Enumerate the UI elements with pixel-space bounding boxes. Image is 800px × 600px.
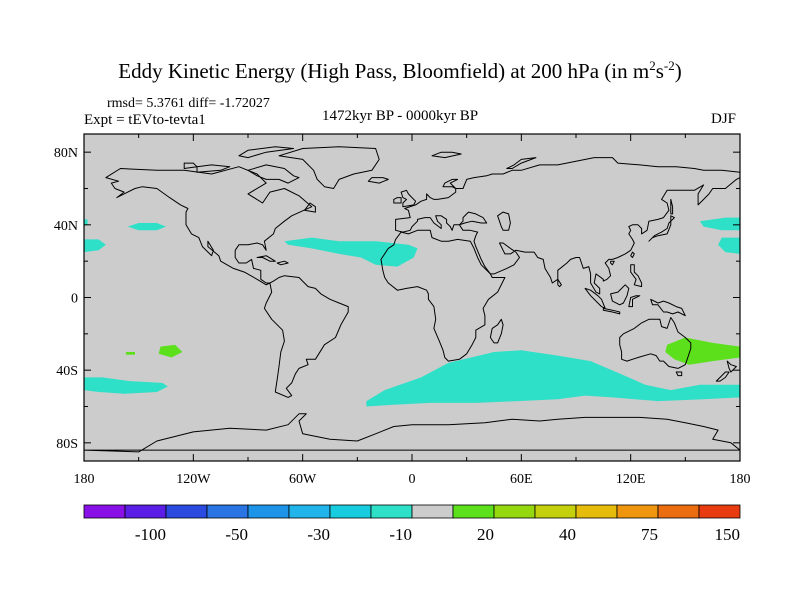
x-tick-label: 60E [510,472,533,487]
colorbar-box [206,504,249,519]
coastline-newfoundland [304,202,316,213]
colorbar-label: -10 [389,525,412,544]
contour-australia-positive [665,337,740,365]
colorbar-box [247,504,290,519]
colorbar-box [370,504,413,519]
coastline-taiwan [630,251,635,258]
coastline-iceland [367,177,389,184]
colorbar-box [411,504,454,519]
colorbar-box [616,504,659,519]
coastline-australia [619,317,692,369]
coastline-philippines [630,264,643,288]
title-sup-1: 2 [649,58,656,73]
colorbar-box [493,504,536,519]
coastline-japan [648,215,675,242]
map-ocean-background [84,134,740,461]
y-tick-label: 40N [54,219,78,234]
coastline-baffin [247,164,300,184]
coastline-hispaniola [276,260,289,266]
coastline-banks-island [183,162,198,169]
colorbar-label: 150 [715,525,741,544]
x-tick-label: 180 [74,472,95,487]
coastline-sulawesi [628,295,641,308]
coastline-uk [400,189,417,208]
coastline-hainan [610,260,615,266]
coastline-java [602,307,621,315]
contour-central-pacific-north [127,223,166,231]
colorbar-box [575,504,618,519]
colorbar-box [83,504,126,519]
contour-dateline-north-west-2 [84,219,88,225]
coastline-africa [380,229,506,362]
coastline-borneo [610,284,630,306]
colorbar-label: 20 [477,525,494,544]
title-unit-s: s [655,59,664,83]
contour-fill-layer [84,217,740,407]
y-tick-label: 0 [71,292,78,307]
experiment-label: Expt = tEVto-tevta1 [84,112,206,128]
coastline-new-zealand-south [715,371,730,382]
coastline-antarctica [83,413,741,453]
colorbar-box [288,504,331,519]
coastline-cuba [256,255,276,262]
colorbar-label: -100 [135,525,166,544]
colorbar-label: 40 [559,525,576,544]
title-close: ) [674,59,682,83]
coastline-svalbard [431,151,462,159]
coastline-tasmania [675,371,683,377]
y-tick-label: 80S [56,437,78,452]
y-axis: 80N 40N 0 40S 80S [54,146,740,452]
colorbar-box [452,504,495,519]
coastline-victoria-island [196,164,231,173]
season-label: DJF [711,111,737,127]
coastline-ireland [393,197,402,204]
coastline-sri-lanka [557,278,562,288]
contour-south-pacific-positive [158,344,183,358]
title-text: Eddy Kinetic Energy (High Pass, Bloomfie… [118,59,650,83]
colorbar-box [534,504,577,519]
colorbar-label: -50 [225,525,248,544]
contour-southern-ocean-indian [366,350,740,407]
y-tick-label: 80N [54,146,78,161]
coastline-layer [83,146,741,453]
coastline-new-guinea [650,298,686,317]
x-tick-label: 60W [289,472,317,487]
coastline-caspian-sea [497,211,511,231]
colorbar-box [698,504,741,519]
coastline-new-zealand-north [726,360,737,373]
colorbar-box [657,504,700,519]
colorbar-label: -30 [307,525,330,544]
colorbar-box [329,504,372,519]
x-tick-label: 180 [730,472,751,487]
coastline-novaya-zemlya [506,157,537,169]
colorbar: -100 -50 -30 -10 20 40 75 150 [83,504,741,544]
x-tick-label: 120E [616,472,646,487]
contour-dateline-north-west [84,239,106,253]
x-axis: 180 120W 60W 0 60E 120E 180 [74,134,751,487]
coastline-north-america [105,166,313,286]
contour-atlantic-africa-jet [284,237,418,267]
coastline-greenland [278,146,380,189]
colorbar-box [124,504,167,519]
x-tick-label: 0 [409,472,416,487]
chart-title: Eddy Kinetic Energy (High Pass, Bloomfie… [0,58,800,84]
x-tick-label: 120W [176,472,211,487]
coastline-sakhalin [670,198,674,215]
contour-south-pacific-positive-small [125,352,135,355]
contour-north-pacific-west [699,217,740,231]
coastline-ellesmere [238,146,295,159]
contour-north-pacific-west-2 [718,237,740,254]
colorbar-label: 75 [641,525,658,544]
coastline-eurasia [395,157,741,295]
period-label: 1472kyr BP - 0000kyr BP [322,108,479,124]
y-tick-label: 40S [56,364,78,379]
title-sup-2: -2 [663,58,675,73]
coastline-south-america [263,275,349,398]
stats-label: rmsd= 5.3761 diff= -1.72027 [107,96,270,111]
colorbar-box [165,504,208,519]
contour-south-pacific [84,377,168,394]
coastline-madagascar [489,318,504,344]
